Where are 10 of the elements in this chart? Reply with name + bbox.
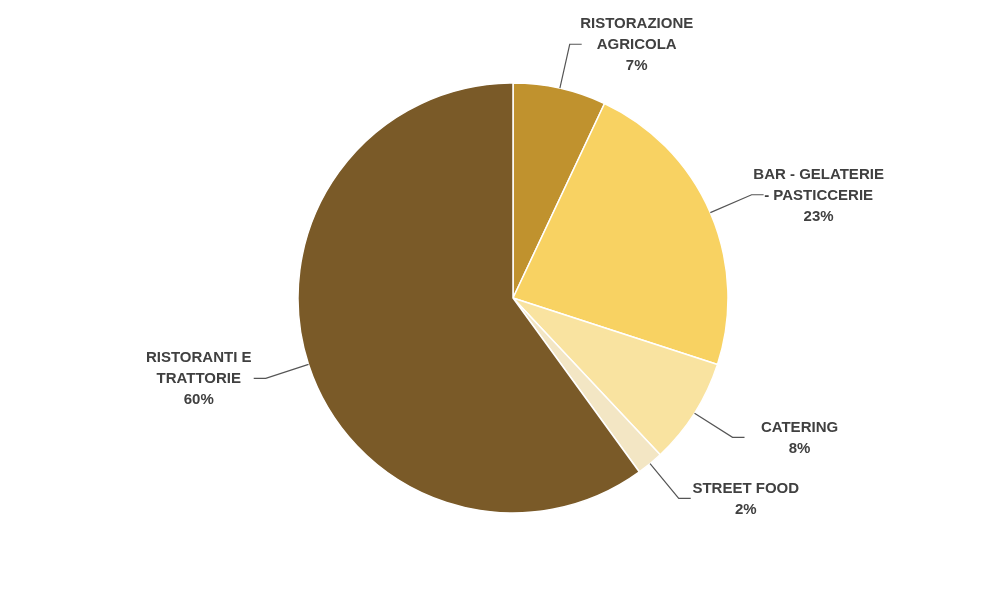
slice-label: STREET FOOD <box>692 478 800 496</box>
slice-label: CATERING <box>760 417 839 435</box>
data-label: 23% <box>803 206 834 224</box>
slice-label: RISTORAZIONE AGRICOLA <box>580 14 694 53</box>
data-label: 7% <box>625 56 648 74</box>
slice-label: RISTORANTI E TRATTORIE <box>145 348 252 387</box>
slice-label: BAR - GELATERIE - PASTICCERIE <box>753 164 884 203</box>
data-label: 2% <box>734 499 757 517</box>
data-label: 60% <box>183 390 214 408</box>
data-label: 8% <box>788 438 811 456</box>
